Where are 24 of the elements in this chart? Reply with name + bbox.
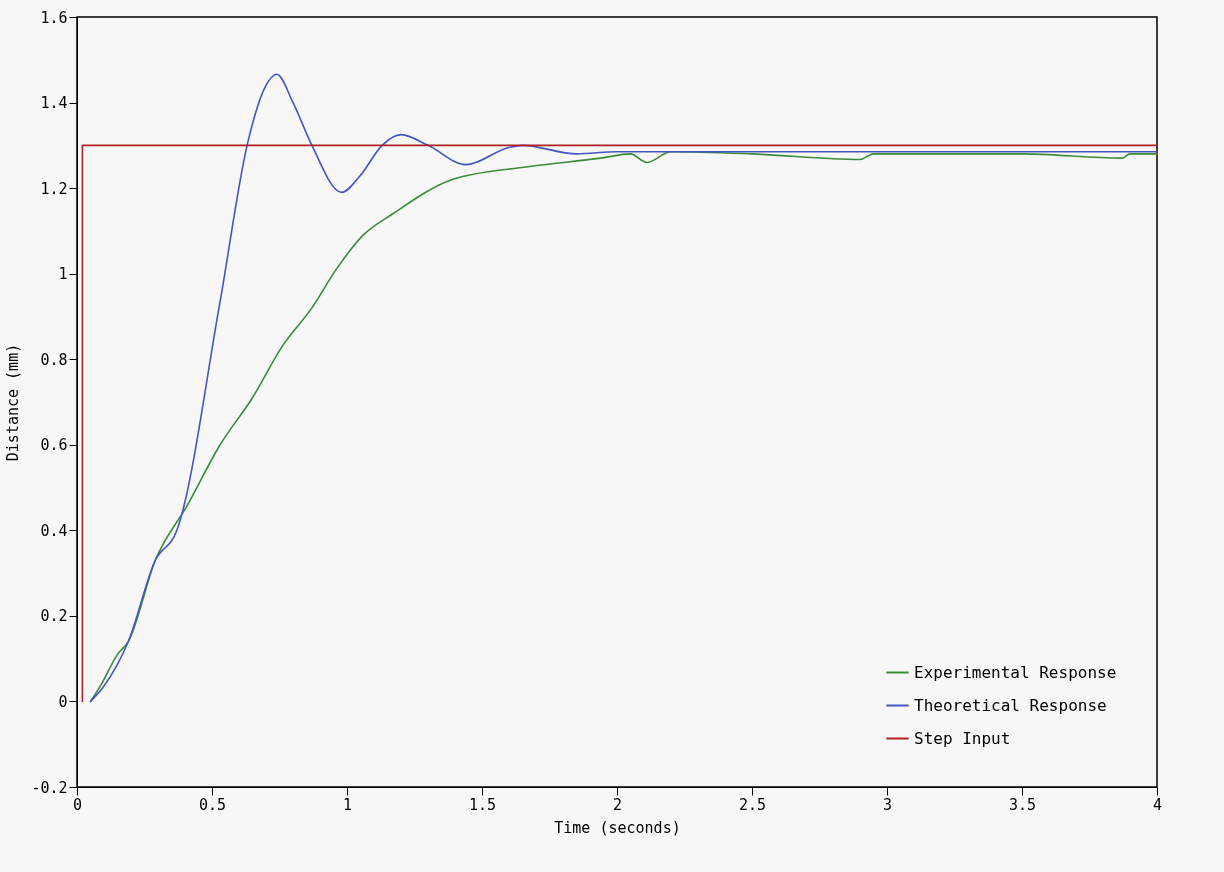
y-tick-label: 1.6: [40, 8, 68, 27]
y-tick-label: 0.2: [40, 607, 68, 626]
x-tick-label: 1.5: [468, 795, 497, 814]
y-tick-label: 1.4: [40, 94, 68, 113]
y-axis-title: Distance (mm): [4, 343, 23, 462]
x-tick-label: 3.5: [1008, 795, 1037, 814]
x-tick-label: 2.5: [738, 795, 767, 814]
y-tick-label: 0.6: [40, 436, 68, 455]
y-tick-label: 1: [58, 265, 68, 284]
x-tick-label: 2: [612, 795, 623, 814]
y-tick-label: 0: [58, 692, 68, 711]
x-tick-label: 0: [72, 795, 83, 814]
x-tick-label: 4: [1152, 795, 1163, 814]
legend-label: Experimental Response: [914, 662, 1117, 682]
x-axis-title: Time (seconds): [554, 818, 681, 837]
legend-label: Theoretical Response: [914, 695, 1107, 715]
y-tick-label: 0.8: [40, 350, 68, 369]
y-tick-label: 1.2: [40, 179, 68, 198]
x-tick-label: 3: [882, 795, 893, 814]
y-tick-label: 0.4: [40, 521, 68, 540]
x-tick-label: 1: [342, 795, 353, 814]
legend-label: Step Input: [914, 728, 1011, 748]
x-tick-label: 0.5: [198, 795, 227, 814]
y-tick-label: -0.2: [31, 778, 68, 797]
